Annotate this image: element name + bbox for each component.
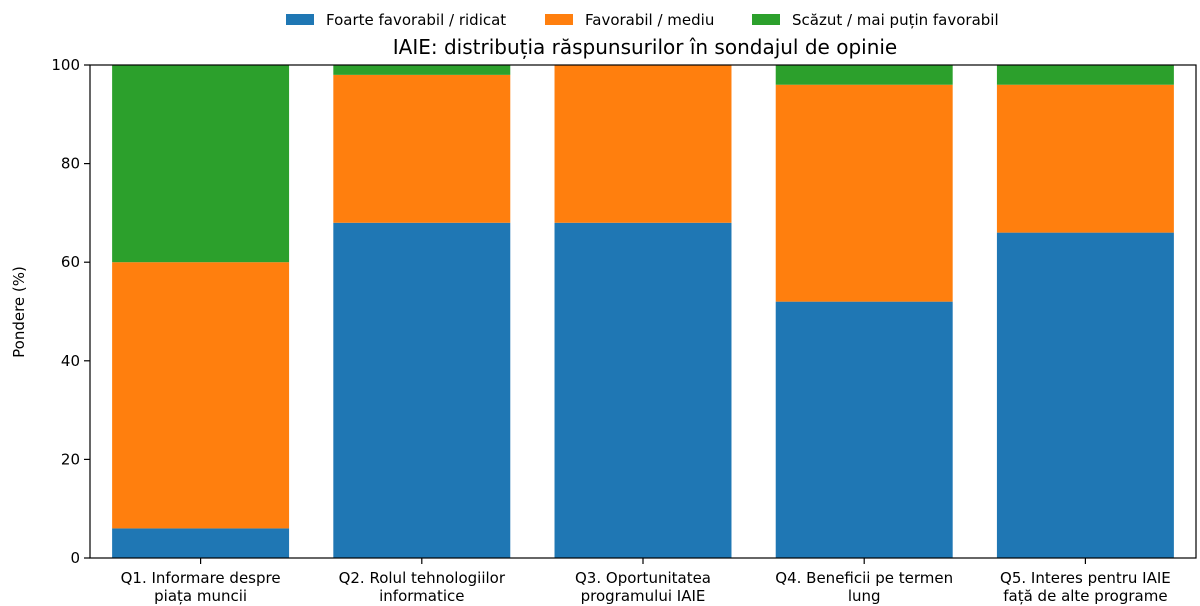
bar-q5-series-2 <box>996 84 1174 233</box>
x-category-label: Q1. Informare despre <box>121 569 281 587</box>
bar-q2-series-3 <box>333 65 511 75</box>
bar-q1-series-1 <box>112 528 290 558</box>
y-tick-label: 20 <box>61 450 80 468</box>
bar-q3-series-2 <box>554 65 732 223</box>
bar-q1-series-2 <box>112 262 290 529</box>
y-tick-label: 0 <box>70 549 80 567</box>
x-category-label: Q5. Interes pentru IAIE <box>1000 569 1171 587</box>
y-tick-label: 80 <box>61 155 80 173</box>
x-category-label: lung <box>848 587 881 605</box>
y-tick-label: 100 <box>51 56 80 74</box>
x-category-label: Q3. Oportunitatea <box>575 569 711 587</box>
bar-q5-series-1 <box>996 232 1174 558</box>
legend-swatch <box>545 14 573 25</box>
legend-swatch <box>286 14 314 25</box>
y-tick-label: 40 <box>61 352 80 370</box>
bar-q2-series-2 <box>333 74 511 223</box>
x-category-label: piața muncii <box>154 587 247 605</box>
bar-q4-series-2 <box>775 84 953 302</box>
x-category-label: față de alte programe <box>1003 587 1167 605</box>
bar-q2-series-1 <box>333 222 511 558</box>
legend-label: Scăzut / mai puțin favorabil <box>792 11 999 29</box>
bars-group <box>112 65 1174 558</box>
chart-title: IAIE: distribuția răspunsurilor în sonda… <box>393 35 897 59</box>
x-category-label: programului IAIE <box>581 587 706 605</box>
bar-q1-series-3 <box>112 65 290 263</box>
bar-q4-series-3 <box>775 65 953 85</box>
y-axis-label: Pondere (%) <box>10 266 28 358</box>
x-category-label: Q4. Beneficii pe termen <box>775 569 953 587</box>
legend: Foarte favorabil / ridicat Favorabil / me… <box>286 11 999 29</box>
bar-q3-series-1 <box>554 222 732 558</box>
legend-label: Foarte favorabil / ridicat <box>326 11 506 29</box>
x-category-label: Q2. Rolul tehnologiilor <box>339 569 506 587</box>
legend-label: Favorabil / mediu <box>585 11 714 29</box>
legend-swatch <box>752 14 780 25</box>
x-category-label: informatice <box>379 587 464 605</box>
bar-q5-series-3 <box>996 65 1174 85</box>
y-tick-label: 60 <box>61 253 80 271</box>
bar-q4-series-1 <box>775 301 953 558</box>
